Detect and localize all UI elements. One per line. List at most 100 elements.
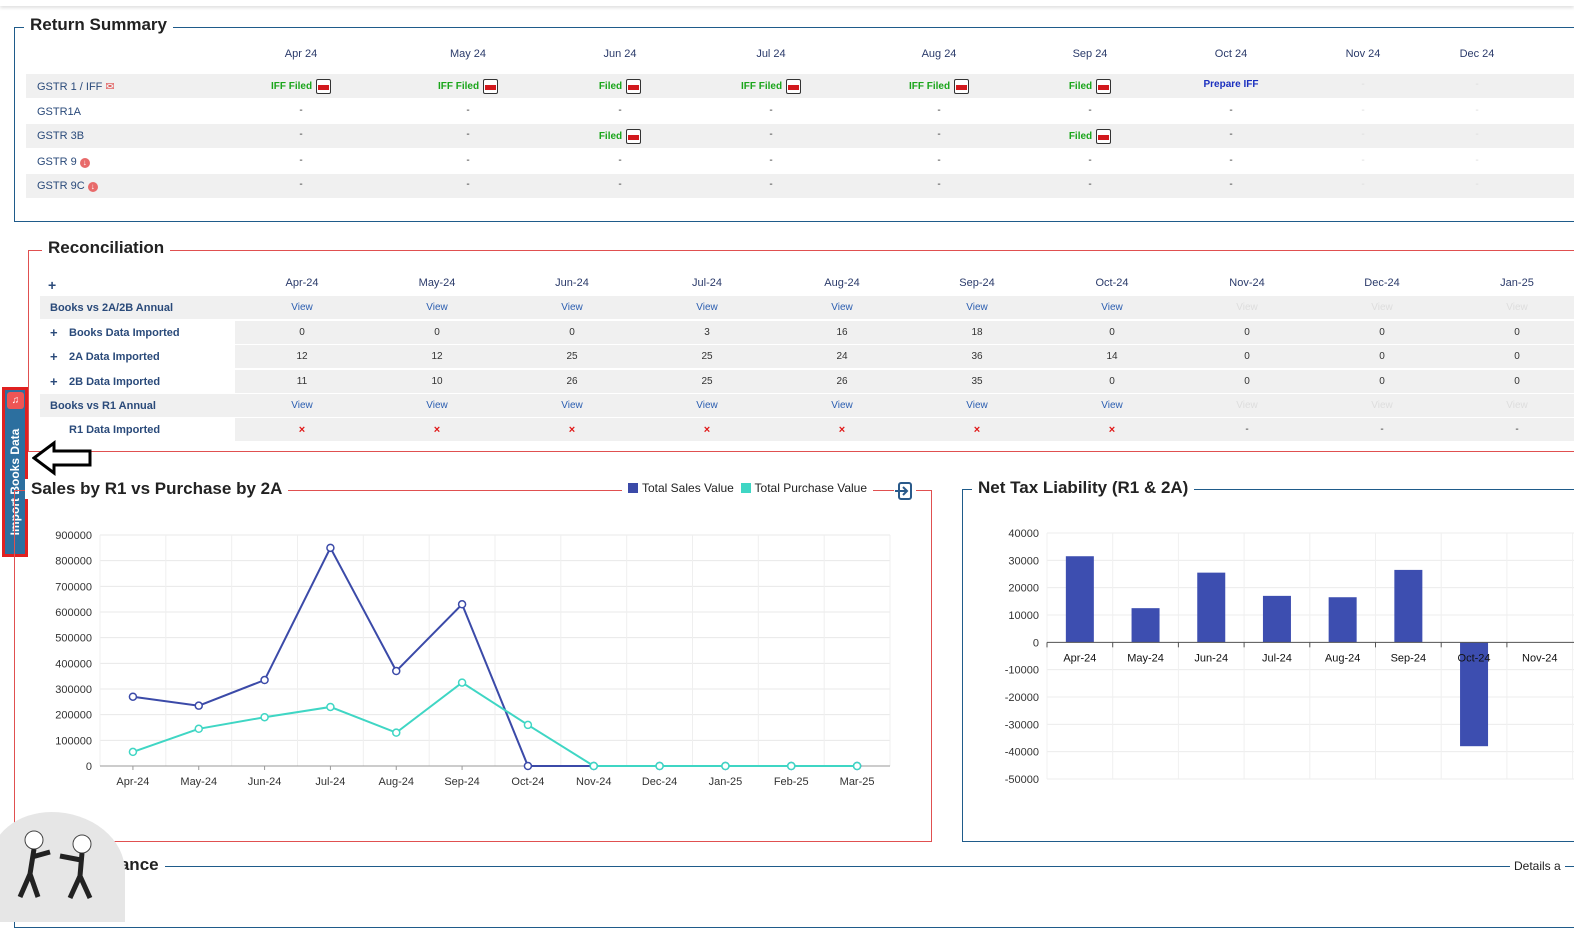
data-point[interactable] (194, 724, 203, 734)
data-point[interactable] (655, 761, 664, 771)
return-status-text: - (299, 129, 303, 140)
tax-bar[interactable] (1328, 597, 1357, 643)
return-row-label[interactable]: GSTR1A (37, 106, 81, 118)
return-cell: - (726, 155, 816, 166)
return-cell[interactable]: Filed (575, 79, 665, 94)
view-link[interactable]: View (426, 302, 448, 313)
view-link[interactable]: View (966, 302, 988, 313)
data-point[interactable] (523, 720, 533, 730)
return-month-header: Jun 24 (603, 48, 637, 60)
data-point[interactable] (457, 600, 467, 609)
return-month-header: Aug 24 (921, 48, 957, 60)
reconciliation-expand-all[interactable]: + (48, 277, 57, 293)
pdf-icon[interactable] (316, 79, 332, 94)
data-point[interactable] (260, 712, 269, 722)
export-icon[interactable] (894, 481, 916, 501)
pdf-icon[interactable] (1096, 79, 1112, 94)
view-link[interactable]: View (831, 302, 853, 313)
recon-row (40, 394, 1574, 417)
pdf-icon[interactable] (786, 79, 802, 94)
data-point[interactable] (326, 702, 335, 712)
view-link[interactable]: View (696, 400, 718, 411)
return-status-text: - (1475, 155, 1479, 166)
view-link[interactable]: View (1101, 400, 1123, 411)
recon-cell: 12 (296, 351, 308, 362)
return-cell: - (1186, 105, 1276, 116)
return-cell: - (256, 155, 346, 166)
return-month-header: Jul 24 (756, 48, 786, 60)
return-cell[interactable]: Filed (1045, 129, 1135, 144)
view-link[interactable]: View (966, 400, 988, 411)
data-point[interactable] (260, 675, 269, 685)
return-cell[interactable]: Filed (1045, 79, 1135, 94)
view-link: View (1506, 400, 1528, 411)
tax-bar[interactable] (1460, 642, 1489, 747)
view-link[interactable]: View (291, 302, 313, 313)
people-pushing-icon (17, 830, 93, 900)
data-point[interactable] (128, 747, 138, 757)
data-point[interactable] (787, 761, 796, 771)
data-point[interactable] (523, 761, 533, 771)
sales-legend-label[interactable]: Total Sales Value (642, 481, 734, 495)
return-cell[interactable]: IFF Filed (423, 79, 513, 94)
view-link[interactable]: View (831, 400, 853, 411)
data-point[interactable] (852, 761, 862, 771)
return-cell: - (1432, 79, 1522, 90)
return-row-label[interactable]: GSTR 3B (37, 130, 84, 142)
expand-row-button[interactable]: + (50, 374, 58, 389)
data-point[interactable] (128, 692, 138, 701)
data-point[interactable] (721, 761, 730, 771)
purchase-legend-label[interactable]: Total Purchase Value (754, 481, 868, 495)
pdf-icon[interactable] (483, 79, 499, 94)
view-link[interactable]: View (561, 400, 583, 411)
return-summary-title: Return Summary (24, 15, 173, 35)
data-point[interactable] (194, 701, 203, 710)
view-link[interactable]: View (561, 302, 583, 313)
return-status-text: - (1229, 155, 1233, 166)
expand-row-button[interactable]: + (50, 349, 58, 364)
data-point[interactable] (326, 543, 335, 553)
data-point[interactable] (457, 678, 467, 687)
return-cell[interactable]: Filed (575, 129, 665, 144)
tax-bar[interactable] (1131, 608, 1160, 643)
return-cell[interactable]: Prepare IFF (1186, 79, 1276, 90)
ledger-details-link[interactable]: Details a (1510, 859, 1565, 873)
download-icon[interactable]: ↓ (79, 158, 90, 168)
return-status-text: Filed (1068, 81, 1093, 93)
recon-cell: - (1515, 424, 1519, 435)
tax-bar[interactable] (1262, 595, 1291, 643)
return-status-text: - (937, 105, 941, 116)
return-cell[interactable]: IFF Filed (726, 79, 816, 94)
pdf-icon[interactable] (626, 129, 642, 144)
data-point[interactable] (392, 728, 401, 737)
return-cell[interactable]: IFF Filed (894, 79, 984, 94)
download-icon[interactable]: ↓ (87, 182, 98, 192)
expand-row-button[interactable]: + (50, 325, 58, 340)
import-books-data-tab[interactable]: ♫ Import Books Data (2, 387, 28, 557)
return-row-label[interactable]: GSTR 9 ↓ (37, 156, 90, 168)
return-status-text: - (769, 179, 773, 190)
envelope-icon[interactable]: ✉ (105, 81, 115, 93)
helper-figures-widget[interactable] (0, 812, 125, 922)
tax-bar[interactable] (1197, 572, 1226, 643)
pdf-icon[interactable] (954, 79, 970, 94)
return-cell: - (423, 155, 513, 166)
view-link[interactable]: View (1101, 302, 1123, 313)
view-link[interactable]: View (426, 400, 448, 411)
pdf-icon[interactable] (626, 79, 642, 94)
return-row-label[interactable]: GSTR 1 / IFF ✉ (37, 80, 115, 93)
x-tick-label: Aug-24 (1325, 652, 1360, 664)
return-cell[interactable]: IFF Filed (256, 79, 346, 94)
data-point[interactable] (589, 761, 598, 771)
view-link[interactable]: View (291, 400, 313, 411)
recon-row-label: Books vs R1 Annual (50, 400, 156, 412)
data-point[interactable] (392, 666, 401, 676)
tax-bar[interactable] (1065, 556, 1094, 643)
y-tick-label: 10000 (1008, 610, 1039, 622)
tax-bar[interactable] (1394, 569, 1423, 643)
return-status-text: - (1088, 155, 1092, 166)
recon-label-bg (40, 321, 235, 344)
pdf-icon[interactable] (1096, 129, 1112, 144)
return-row-label[interactable]: GSTR 9C ↓ (37, 180, 98, 192)
view-link[interactable]: View (696, 302, 718, 313)
